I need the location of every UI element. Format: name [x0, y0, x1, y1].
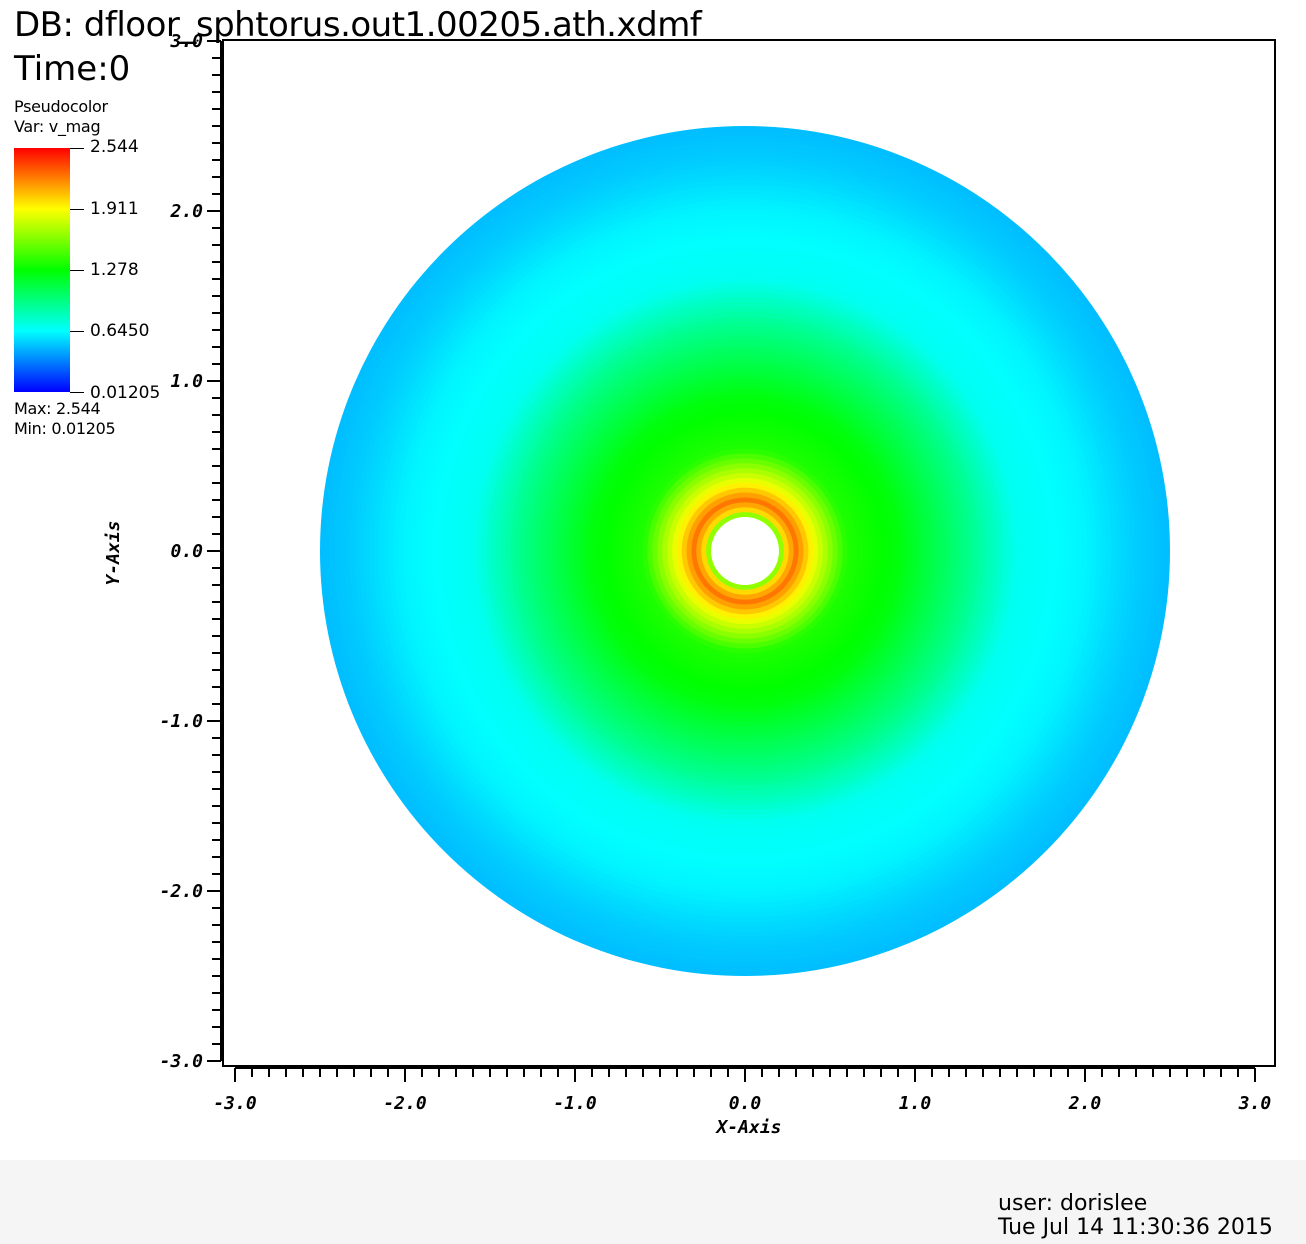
x-tick-label: 2.0 [1068, 1093, 1102, 1114]
plot-frame [222, 39, 1276, 1067]
time-label: Time:0 [14, 49, 131, 89]
x-tick-label: -3.0 [213, 1093, 257, 1114]
y-tick-label: 1.0 [170, 371, 203, 392]
color-legend-bar [14, 148, 70, 392]
x-tick-label: 0.0 [729, 1093, 762, 1114]
y-axis-label: Y-Axis [103, 520, 124, 585]
user-label: user: dorislee [998, 1191, 1148, 1216]
inner-hole [711, 517, 779, 585]
database-title: DB: dfloor_sphtorus.out1.00205.ath.xdmf [14, 5, 702, 45]
legend-tick-mark [70, 148, 84, 149]
pseudocolor-field [320, 126, 1170, 976]
legend-tick-label: 1.911 [90, 199, 139, 219]
y-tick-label: 2.0 [169, 201, 203, 222]
legend-plot-type: Pseudocolor [14, 97, 108, 116]
legend-min-label: Min: 0.01205 [14, 419, 116, 438]
legend-tick-label: 0.6450 [90, 321, 150, 341]
x-tick-label: -1.0 [553, 1093, 597, 1114]
x-tick-label: 1.0 [899, 1093, 932, 1114]
y-tick-label: -2.0 [160, 881, 204, 902]
legend-tick-mark [70, 270, 84, 271]
timestamp-label: Tue Jul 14 11:30:36 2015 [998, 1215, 1273, 1240]
x-tick-label: -2.0 [383, 1093, 427, 1114]
y-tick-label: 0.0 [170, 541, 203, 562]
y-tick-label: 3.0 [169, 31, 203, 52]
y-tick-label: -1.0 [160, 711, 204, 732]
legend-variable: Var: v_mag [14, 117, 101, 136]
legend-max-label: Max: 2.544 [14, 399, 101, 418]
legend-tick-label: 2.544 [90, 137, 139, 157]
x-axis-label: X-Axis [714, 1117, 781, 1138]
y-tick-label: -3.0 [160, 1051, 204, 1072]
legend-tick-label: 1.278 [90, 260, 139, 280]
legend-tick-mark [70, 209, 84, 210]
axes: -3.0 -2.0 -1.0 0.0 1.0 2.0 3.0 3.0 2.0 1.0 0.0 -1.0… [160, 31, 1272, 1114]
footer-background [0, 1160, 1306, 1244]
legend-tick-mark [70, 392, 84, 393]
x-tick-label: 3.0 [1238, 1093, 1272, 1114]
legend-tick-label: 0.01205 [90, 383, 161, 403]
legend-tick-mark [70, 331, 84, 332]
